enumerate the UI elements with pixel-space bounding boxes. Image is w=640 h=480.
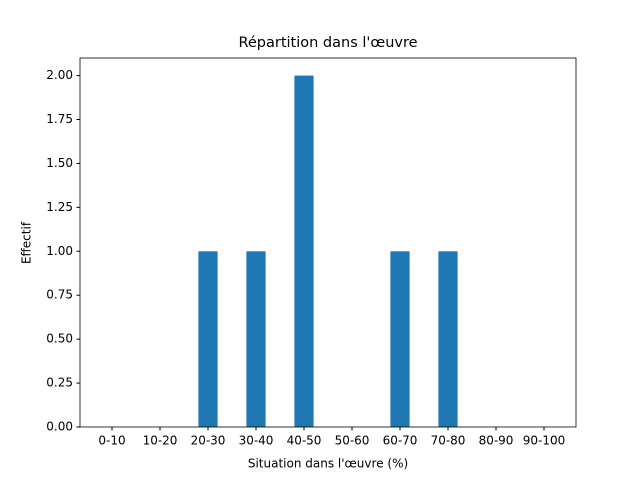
bar	[246, 251, 266, 427]
x-tick-label: 80-90	[479, 434, 514, 448]
y-tick-label: 1.00	[46, 244, 73, 258]
x-tick-label: 60-70	[383, 434, 418, 448]
y-tick-label: 0.50	[46, 332, 73, 346]
y-tick-label: 0.00	[46, 420, 73, 434]
y-tick-label: 0.25	[46, 376, 73, 390]
x-tick-label: 0-10	[98, 434, 125, 448]
x-tick-label: 40-50	[287, 434, 322, 448]
y-axis-label: Effectif	[20, 221, 34, 264]
bar	[198, 251, 218, 427]
plot-frame	[79, 57, 577, 428]
y-tick-label: 0.75	[46, 288, 73, 302]
chart-title: Répartition dans l'œuvre	[238, 35, 417, 51]
x-tick-label: 30-40	[239, 434, 274, 448]
y-tick-label: 1.75	[46, 112, 73, 126]
y-tick-label: 1.25	[46, 200, 73, 214]
y-tick-label: 1.50	[46, 156, 73, 170]
bar	[294, 75, 314, 428]
x-tick-label: 70-80	[431, 434, 466, 448]
y-tick-label: 2.00	[46, 68, 73, 82]
bar	[390, 251, 410, 427]
x-tick-label: 90-100	[523, 434, 566, 448]
bar	[438, 251, 458, 427]
x-tick-label: 10-20	[143, 434, 178, 448]
x-tick-label: 50-60	[335, 434, 370, 448]
x-axis-label: Situation dans l'œuvre (%)	[248, 457, 408, 471]
x-tick-label: 20-30	[191, 434, 226, 448]
